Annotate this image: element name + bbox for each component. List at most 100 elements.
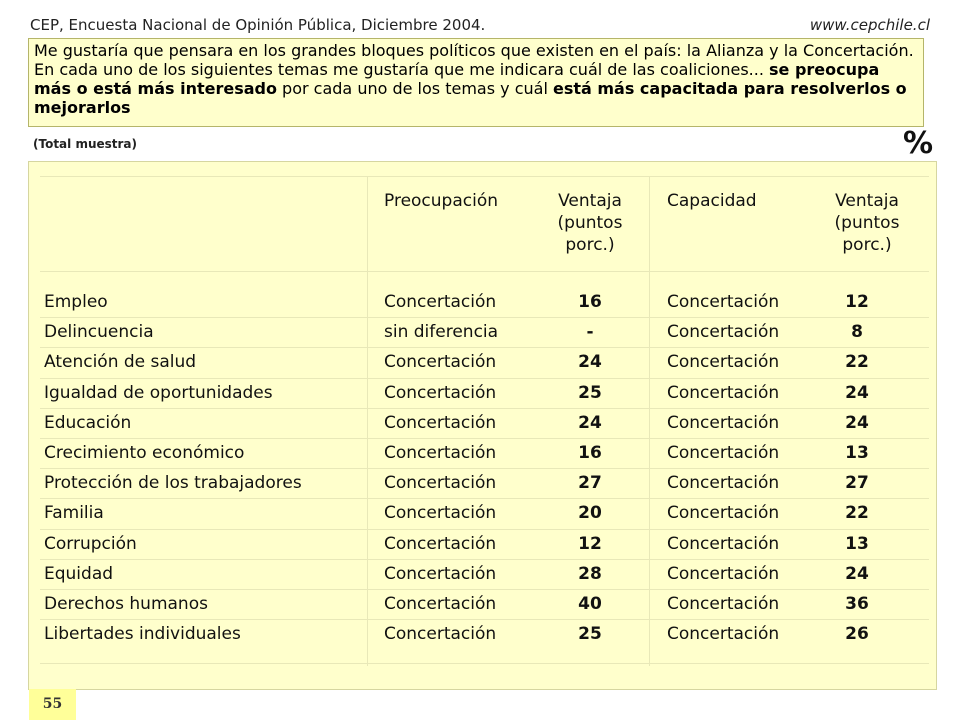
row-preocupacion: Concertación [384,503,497,524]
row-ventaja-preocupacion: 24 [578,412,602,433]
row-preocupacion: Concertación [384,594,497,614]
row-ventaja-preocupacion: 16 [578,292,602,312]
row-preocupacion: Concertación [384,563,497,584]
question-emphasis-2: está más capacitada para resolverlos o m… [34,79,907,117]
row-preocupacion: Concertación [384,624,497,645]
row-topic: Delincuencia [44,322,154,343]
row-preocupacion: Concertación [384,443,497,463]
table-row: Igualdad de oportunidades Concertación 25 C… [0,378,960,408]
row-ventaja-capacidad: 24 [845,563,869,584]
row-separator [40,498,929,500]
row-separator [40,589,929,590]
row-ventaja-preocupacion: 27 [578,473,602,494]
table-divider-2 [649,176,650,666]
col-header-ventaja-1: Ventaja (puntos porc.) [557,191,623,255]
question-text-2: por cada uno de los temas y cuál [276,79,553,98]
table-row: Libertades individuales Concertación 25 Con… [0,619,960,649]
row-separator [40,377,929,379]
row-separator [40,468,929,470]
row-preocupacion: Concertación [384,292,497,312]
row-capacidad: Concertación [667,292,780,312]
sample-note: (Total muestra) [33,137,138,151]
row-topic: Corrupción [44,533,137,554]
question-text: Me gustaría que pensara en los grandes b… [34,41,914,79]
row-ventaja-capacidad: 22 [845,352,869,373]
row-topic: Empleo [44,292,108,312]
row-preocupacion: Concertación [384,382,497,403]
row-separator [40,407,929,409]
table-row: Protección de los trabajadores Concertaci… [0,468,960,498]
row-ventaja-preocupacion: 28 [578,563,602,584]
row-preocupacion: Concertación [384,412,497,433]
row-ventaja-capacidad: 26 [845,624,869,645]
table-row: Delincuencia sin diferencia - Concertación 8 [0,317,960,347]
table-row: Empleo Concertación 16 Concertación 12 [0,287,960,317]
row-preocupacion: Concertación [384,473,497,494]
row-topic: Derechos humanos [44,594,208,614]
row-topic: Libertades individuales [44,624,241,645]
table-row: Familia Concertación 20 Concertación 22 [0,498,960,528]
row-ventaja-capacidad: 24 [845,412,869,433]
table-row: Equidad Concertación 28 Concertación 24 [0,559,960,589]
row-ventaja-capacidad: 8 [851,322,863,343]
row-capacidad: Concertación [667,503,780,524]
row-topic: Equidad [44,563,114,584]
row-separator [40,317,929,319]
row-ventaja-preocupacion: 16 [578,443,602,463]
survey-source: CEP, Encuesta Nacional de Opinión Públic… [30,16,486,34]
percent-symbol: % [902,126,933,161]
row-ventaja-capacidad: 13 [845,443,869,463]
row-ventaja-capacidad: 36 [845,594,869,614]
row-topic: Igualdad de oportunidades [44,382,273,403]
row-ventaja-preocupacion: 24 [578,352,602,373]
row-capacidad: Concertación [667,443,780,463]
row-separator [40,347,929,349]
row-ventaja-preocupacion: 20 [578,503,602,524]
row-topic: Protección de los trabajadores [44,473,302,494]
col-header-ventaja-2: Ventaja (puntos porc.) [834,191,900,255]
row-separator [40,528,929,530]
results-table [28,161,937,690]
table-rule-bottom [40,663,929,664]
row-ventaja-preocupacion: 25 [578,382,602,403]
table-row: Educación Concertación 24 Concertación 24 [0,408,960,438]
row-ventaja-capacidad: 12 [845,292,869,312]
row-ventaja-preocupacion: 12 [578,533,602,554]
row-separator [40,438,929,439]
table-row: Atención de salud Concertación 24 Concertac… [0,347,960,377]
website-link[interactable]: www.cepchile.cl [809,16,930,34]
row-topic: Educación [44,412,132,433]
row-ventaja-capacidad: 22 [845,503,869,524]
row-ventaja-preocupacion: - [586,322,594,343]
table-rule-top [40,176,929,177]
row-capacidad: Concertación [667,594,780,614]
row-topic: Crecimiento económico [44,443,245,463]
row-separator [40,619,929,621]
row-ventaja-preocupacion: 40 [578,594,602,614]
table-row: Corrupción Concertación 12 Concertación 13 [0,529,960,559]
row-topic: Atención de salud [44,352,197,373]
page-number: 55 [29,689,76,720]
col-header-preocupacion: Preocupación [384,191,499,211]
table-rule-header [40,271,929,272]
row-capacidad: Concertación [667,412,780,433]
row-ventaja-capacidad: 27 [845,473,869,494]
col-header-capacidad: Capacidad [667,191,757,211]
row-preocupacion: sin diferencia [384,322,499,343]
row-ventaja-capacidad: 24 [845,382,869,403]
row-topic: Familia [44,503,104,524]
table-row: Crecimiento económico Concertación 16 Conce… [0,438,960,468]
table-divider-1 [367,176,368,666]
row-ventaja-preocupacion: 25 [578,624,602,645]
row-capacidad: Concertación [667,624,780,645]
table-row: Derechos humanos Concertación 40 Concertaci… [0,589,960,619]
row-capacidad: Concertación [667,352,780,373]
question-emphasis-1: se preocupa más o está más interesado [34,60,880,98]
row-capacidad: Concertación [667,473,780,494]
row-capacidad: Concertación [667,533,780,554]
row-capacidad: Concertación [667,563,780,584]
row-capacidad: Concertación [667,322,780,343]
row-preocupacion: Concertación [384,533,497,554]
row-ventaja-capacidad: 13 [845,533,869,554]
row-preocupacion: Concertación [384,352,497,373]
